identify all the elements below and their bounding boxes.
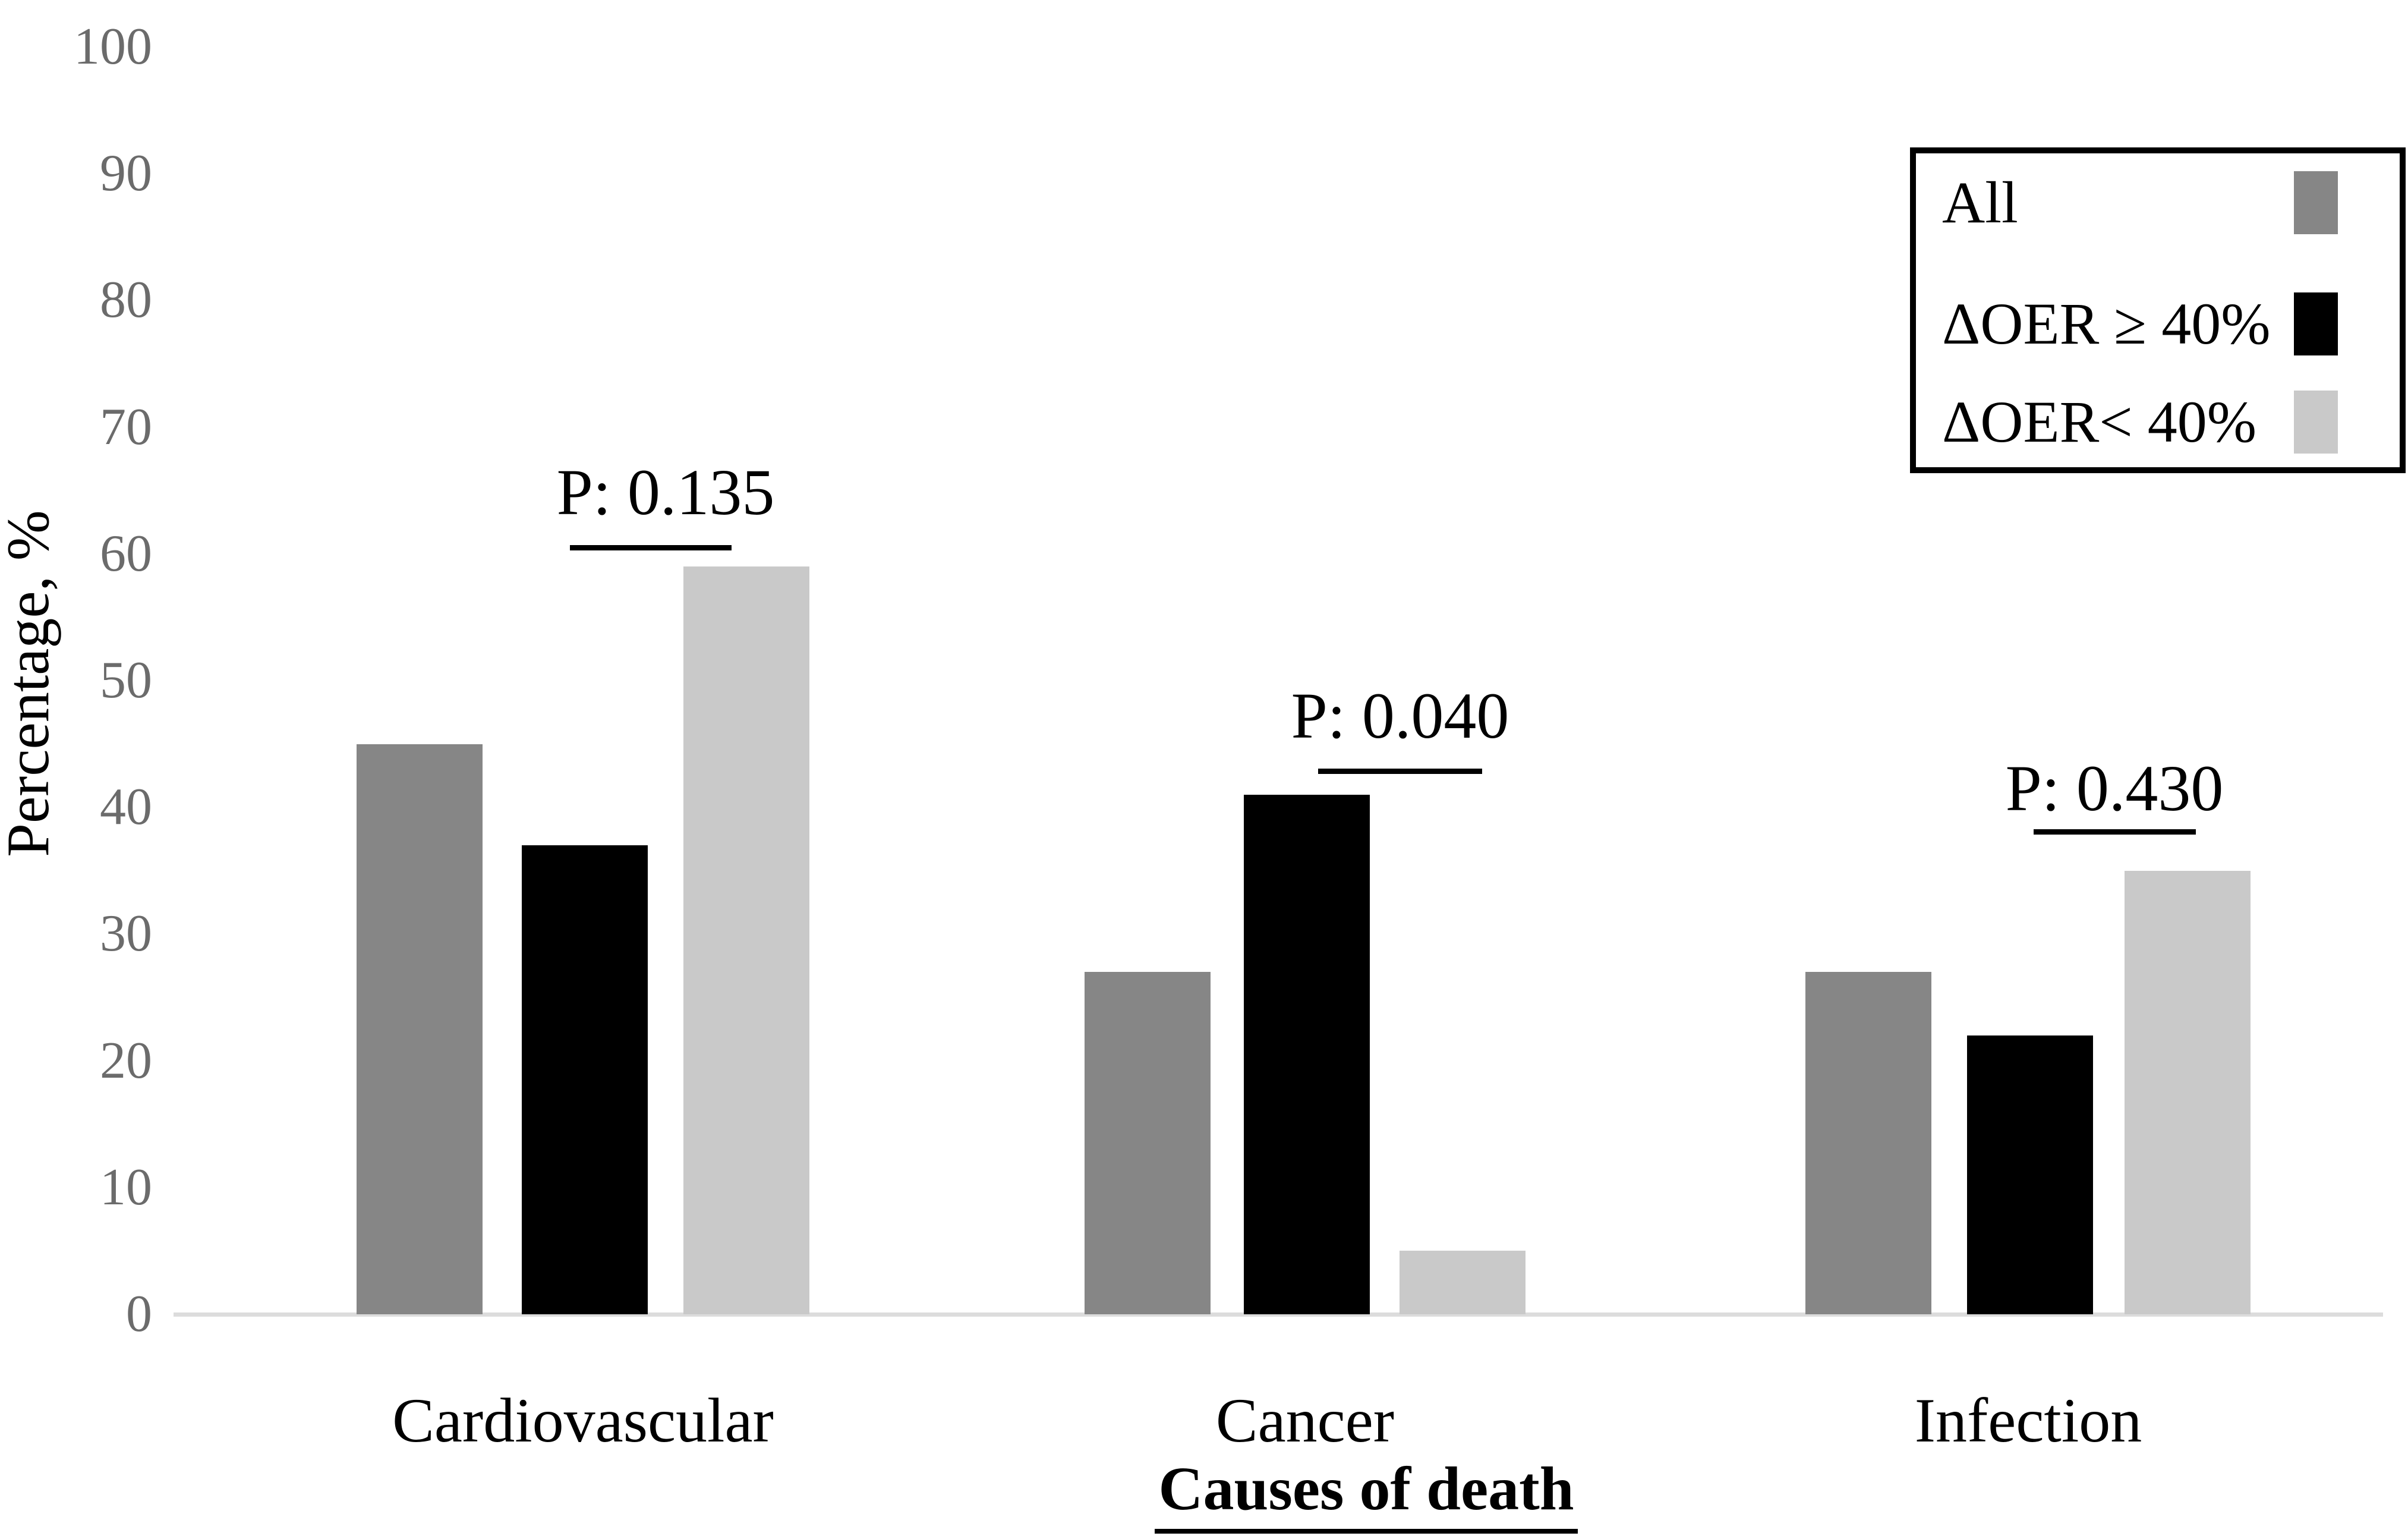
p-value-label-infection: P: 0.430 [2005,752,2224,824]
y-tick-label-40: 40 [100,778,152,836]
y-tick-label-10: 10 [100,1158,152,1216]
category-label-infection: Infection [1914,1386,2142,1455]
bar-cardiovascular-all [357,744,483,1314]
legend-swatch-oer-lt-40 [2294,391,2338,454]
y-tick-label-20: 20 [100,1031,152,1090]
legend-item-oer-lt-40: ΔOER< 40% [1916,391,2400,454]
y-tick-label-90: 90 [100,144,152,203]
p-value-label-cardiovascular: P: 0.135 [556,456,775,528]
legend-swatch-all [2294,171,2338,234]
p-value-underline-cancer [1318,769,1482,774]
y-tick-label-70: 70 [100,398,152,456]
p-value-label-cancer: P: 0.040 [1291,679,1509,752]
legend-item-all: All [1916,171,2400,234]
legend-label-oer-ge-40: ΔOER ≥ 40% [1942,291,2271,357]
category-label-cancer: Cancer [1215,1386,1395,1455]
y-tick-label-30: 30 [100,905,152,963]
y-tick-label-80: 80 [100,271,152,329]
legend-item-oer-ge-40: ΔOER ≥ 40% [1916,292,2400,355]
bar-infection-oer-ge-40 [1967,1035,2093,1314]
bar-cancer-all [1085,972,1211,1314]
category-label-cardiovascular: Cardiovascular [392,1386,774,1455]
bar-infection-all [1805,972,1931,1314]
p-value-underline-cardiovascular [570,545,732,550]
y-tick-label-100: 100 [74,18,152,75]
bar-cardiovascular-oer-lt-40 [683,566,809,1314]
legend: All ΔOER ≥ 40% ΔOER< 40% [1910,147,2406,473]
x-axis-title: Causes of death [1010,1453,1723,1534]
x-axis-title-text: Causes of death [1155,1453,1578,1534]
legend-swatch-oer-ge-40 [2294,292,2338,355]
bar-cancer-oer-ge-40 [1244,795,1370,1314]
bar-cancer-oer-lt-40 [1400,1251,1526,1314]
legend-label-oer-lt-40: ΔOER< 40% [1942,389,2257,455]
p-value-underline-infection [2034,829,2196,835]
bar-cardiovascular-oer-ge-40 [522,845,648,1314]
legend-label-all: All [1942,169,2018,235]
bar-infection-oer-lt-40 [2125,871,2251,1314]
y-tick-label-50: 50 [100,651,152,709]
y-tick-label-0: 0 [126,1285,152,1343]
x-axis-line [174,1312,2383,1317]
y-tick-label-60: 60 [100,524,152,583]
